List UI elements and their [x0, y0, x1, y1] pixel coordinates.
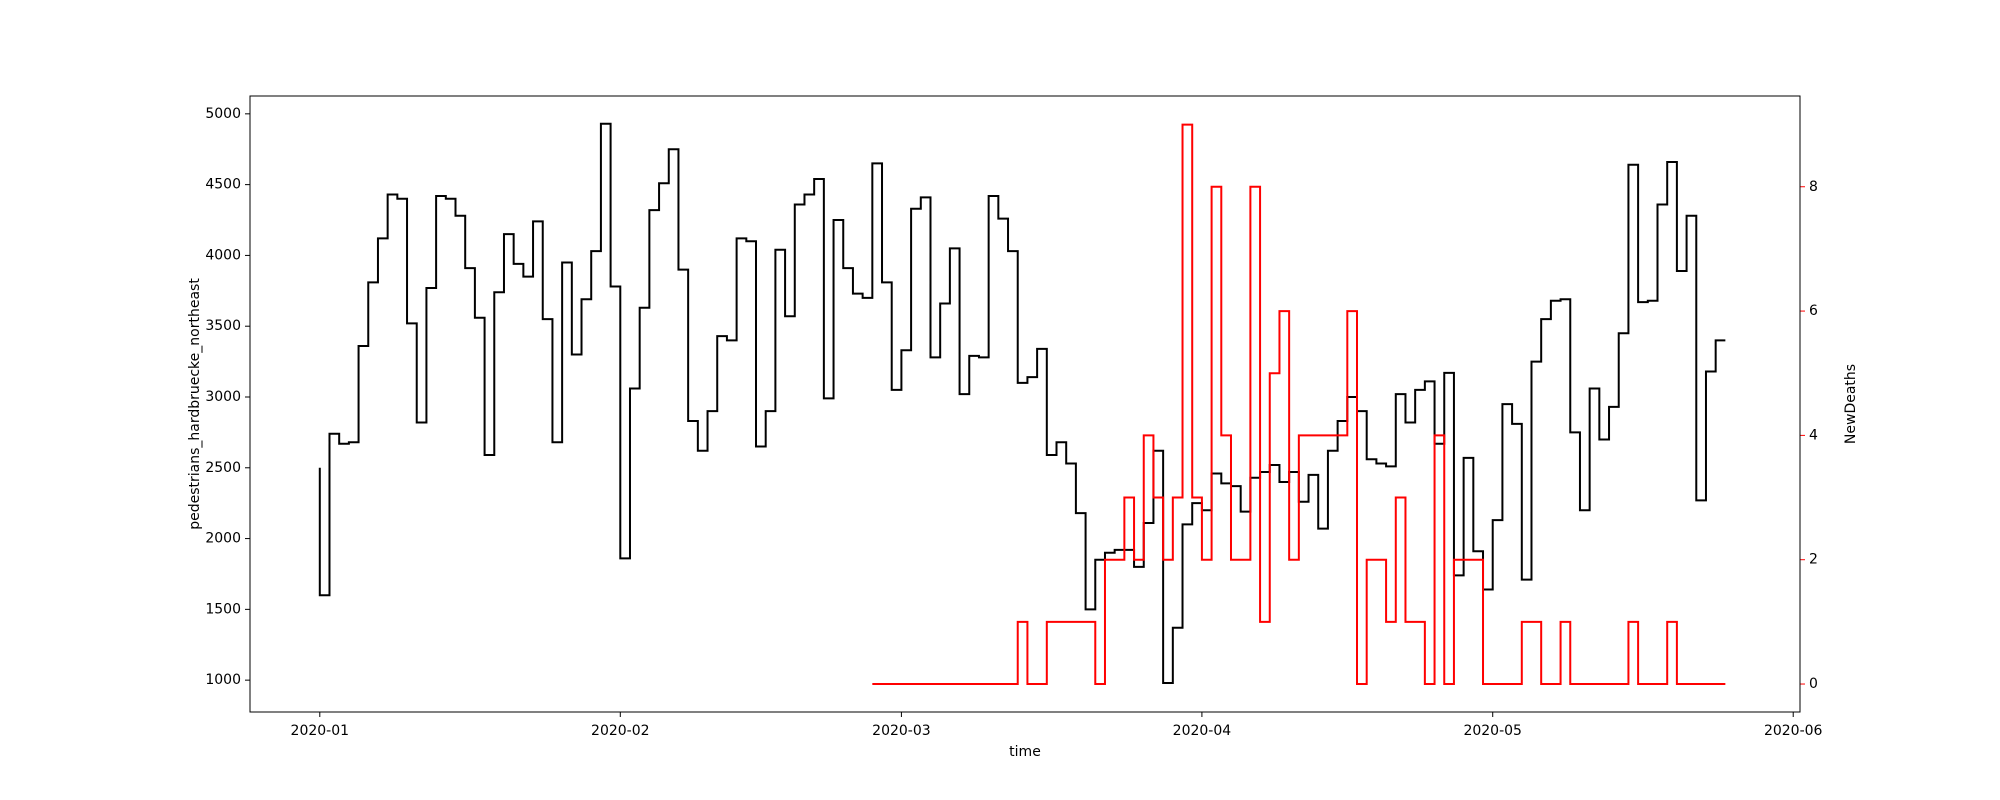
- y2-axis-label: NewDeaths: [1843, 364, 1859, 444]
- y-tick-label: 4500: [205, 177, 241, 193]
- y-tick-label: 1000: [205, 672, 241, 688]
- x-axis-label: time: [1009, 744, 1041, 760]
- y-tick-label: 1500: [205, 601, 241, 617]
- x-tick-label: 2020-04: [1173, 723, 1232, 739]
- y-tick-label: 2000: [205, 531, 241, 547]
- x-tick-label: 2020-01: [291, 723, 350, 739]
- x-tick-label: 2020-05: [1463, 723, 1522, 739]
- x-tick-label: 2020-02: [591, 723, 650, 739]
- series-line: [318, 122, 1726, 684]
- y-tick-label: 3500: [205, 318, 241, 334]
- y-tick-label: 4000: [205, 247, 241, 263]
- x-tick-label: 2020-03: [872, 723, 931, 739]
- y-tick-label: 3000: [205, 389, 241, 405]
- plot-frame: [249, 95, 1801, 713]
- y2-tick-label: 8: [1809, 179, 1818, 195]
- x-tick-label: 2020-06: [1764, 723, 1823, 739]
- y-axis-label: pedestrians_hardbruecke_northeast: [187, 278, 203, 530]
- y-tick-label: 5000: [205, 106, 241, 122]
- y2-tick-label: 4: [1809, 427, 1818, 443]
- y2-tick-label: 0: [1809, 676, 1818, 692]
- y-tick-label: 2500: [205, 460, 241, 476]
- y2-tick-label: 6: [1809, 303, 1818, 319]
- y2-tick-label: 2: [1809, 552, 1818, 568]
- series-line: [872, 123, 1726, 686]
